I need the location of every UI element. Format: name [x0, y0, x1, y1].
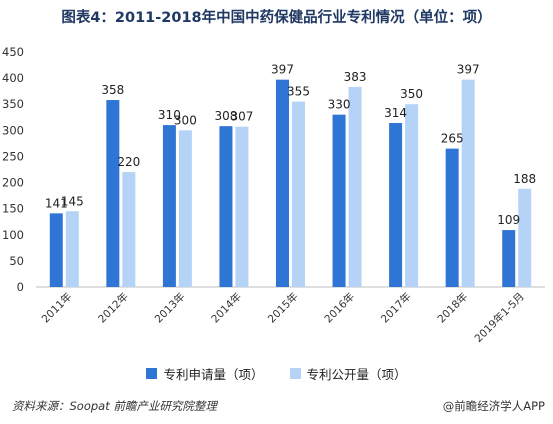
bar [445, 148, 459, 287]
data-label: 265 [441, 132, 464, 146]
legend: 专利申请量（项） 专利公开量（项） [0, 363, 553, 383]
data-label: 397 [271, 63, 294, 77]
data-label: 220 [117, 155, 140, 169]
data-label: 355 [287, 85, 310, 99]
legend-item-publications: 专利公开量（项） [289, 364, 407, 383]
data-label: 314 [384, 106, 407, 120]
y-tick-label: 300 [2, 123, 24, 137]
data-label: 307 [230, 110, 253, 124]
bar [178, 130, 192, 287]
bar [162, 125, 176, 287]
bar [65, 211, 79, 287]
y-tick-label: 0 [17, 280, 24, 294]
bar-layer [49, 79, 532, 288]
y-tick-label: 150 [2, 202, 24, 216]
y-tick-label: 50 [9, 254, 24, 268]
data-label: 383 [344, 70, 367, 84]
bar [518, 188, 532, 287]
y-tick-label: 200 [2, 176, 24, 190]
bar [332, 114, 346, 288]
data-label: 109 [497, 213, 520, 227]
legend-swatch-publications [289, 367, 301, 379]
bar [405, 104, 419, 287]
legend-item-applications: 专利申请量（项） [146, 364, 264, 383]
x-tick-label: 2011年 [39, 290, 75, 326]
x-tick-label: 2014年 [209, 290, 245, 326]
data-label: 308 [214, 109, 237, 123]
y-tick-label: 450 [2, 45, 24, 59]
bar [49, 213, 63, 287]
bar [235, 126, 249, 287]
y-tick-label: 100 [2, 228, 24, 242]
bar [106, 100, 120, 288]
y-tick-label: 400 [2, 71, 24, 85]
data-label: 350 [400, 87, 423, 101]
bar [292, 101, 305, 287]
x-tick-label: 2019年1-5月 [472, 290, 527, 345]
y-tick-label: 250 [2, 149, 24, 163]
bar [219, 126, 233, 288]
x-tick-label: 2016年 [322, 290, 358, 326]
chart-title: 图表4：2011-2018年中国中药保健品行业专利情况（单位：项） [61, 10, 492, 26]
x-tick-label: 2013年 [152, 290, 188, 326]
bar [122, 172, 136, 287]
y-tick-label: 350 [2, 97, 24, 111]
legend-label-publications: 专利公开量（项） [306, 366, 407, 382]
data-label: 397 [457, 63, 480, 77]
bar [389, 123, 403, 288]
data-label: 310 [158, 108, 181, 122]
bar [461, 79, 475, 287]
data-label: 330 [328, 98, 351, 112]
legend-label-applications: 专利申请量（项） [163, 366, 264, 382]
brand-credit: @前瞻经济学人APP [442, 399, 545, 413]
data-label: 300 [174, 113, 197, 127]
source-note: 资料来源：Soopat 前瞻产业研究院整理 [12, 399, 217, 413]
x-tick-label: 2015年 [265, 290, 301, 326]
data-label: 358 [101, 83, 124, 97]
bar [502, 230, 516, 287]
data-label: 141 [45, 196, 68, 210]
bar [348, 86, 362, 287]
x-tick-label: 2017年 [378, 290, 414, 326]
legend-swatch-applications [146, 367, 158, 379]
x-tick-label: 2018年 [435, 290, 471, 326]
data-label: 188 [513, 172, 536, 186]
data-label: 145 [61, 194, 84, 208]
x-tick-label: 2012年 [95, 290, 131, 326]
bar [276, 79, 289, 287]
